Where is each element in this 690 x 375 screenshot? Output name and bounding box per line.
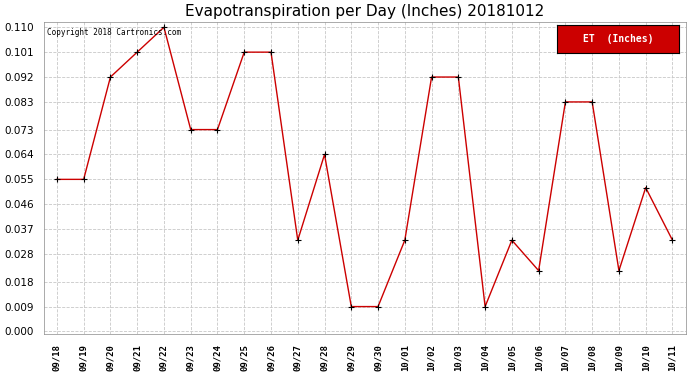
Title: Evapotranspiration per Day (Inches) 20181012: Evapotranspiration per Day (Inches) 2018… <box>185 4 544 19</box>
Text: Copyright 2018 Cartronics.com: Copyright 2018 Cartronics.com <box>47 28 181 37</box>
